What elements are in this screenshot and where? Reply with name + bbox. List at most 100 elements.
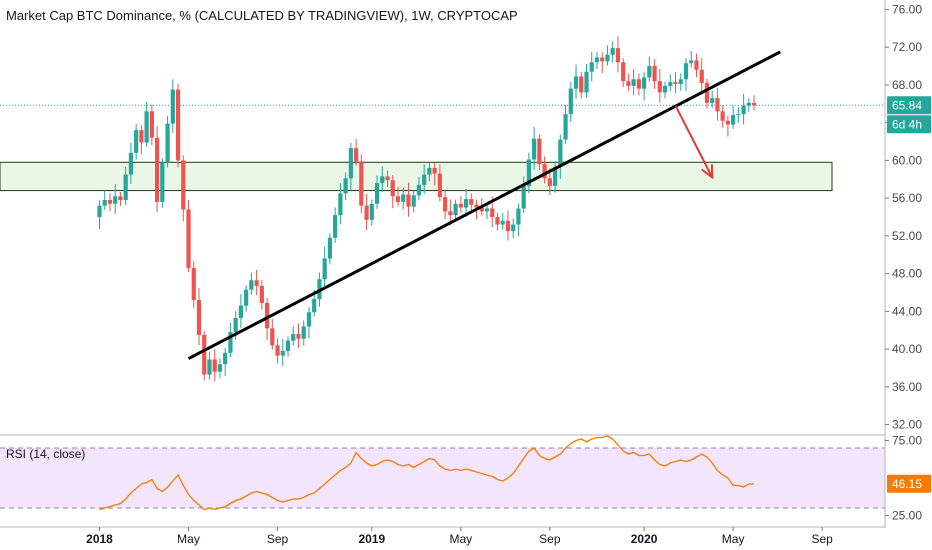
projection-arrow-shaft xyxy=(674,105,714,178)
current-price-badge xyxy=(887,96,931,115)
candle-body xyxy=(202,334,207,375)
candle-body xyxy=(264,302,270,329)
rsi-tick-label: 25.00 xyxy=(892,509,922,523)
candle-body xyxy=(683,63,689,80)
candle-body xyxy=(469,199,474,205)
candle-body xyxy=(296,333,301,339)
projection-arrow-head xyxy=(701,164,714,180)
candle-body xyxy=(411,195,416,207)
candle-body xyxy=(642,77,647,89)
price-tick-label: 36.00 xyxy=(892,380,922,394)
support-zone-box xyxy=(0,161,833,192)
time-tick-label: Sep xyxy=(811,532,833,546)
candle-body xyxy=(301,326,306,339)
candle-body xyxy=(715,98,720,112)
candle-body xyxy=(526,159,532,186)
candle-body xyxy=(474,204,479,208)
candle-body xyxy=(322,258,327,280)
price-tick-label: 76.00 xyxy=(892,2,922,16)
candle-body xyxy=(186,209,191,268)
candle-body xyxy=(552,166,558,186)
candle-body xyxy=(626,81,631,86)
candle-body xyxy=(238,305,243,318)
candle-body xyxy=(495,217,500,225)
candle-body xyxy=(160,162,165,202)
candle-body xyxy=(275,345,280,356)
candle-body xyxy=(621,62,626,82)
candle-body xyxy=(113,196,118,204)
candle-body xyxy=(165,123,170,163)
candle-body xyxy=(422,174,427,185)
candle-body xyxy=(212,359,217,372)
candle-body xyxy=(500,220,505,225)
rsi-line xyxy=(99,435,755,511)
candle-body xyxy=(516,208,521,225)
candle-body xyxy=(259,285,264,303)
price-tick-label: 52.00 xyxy=(892,229,922,243)
candle-body xyxy=(731,115,736,125)
candle-body xyxy=(107,200,113,204)
candles-layer xyxy=(97,36,757,382)
candle-body xyxy=(605,54,610,62)
candle-body xyxy=(600,57,605,62)
candle-body xyxy=(563,114,568,140)
countdown-badge xyxy=(887,115,931,134)
candle-body xyxy=(453,203,458,216)
chart-title: Market Cap BTC Dominance, % (CALCULATED … xyxy=(6,8,518,23)
candle-body xyxy=(736,114,741,116)
candle-body xyxy=(521,185,526,209)
candle-body xyxy=(175,89,181,161)
candle-body xyxy=(359,161,364,206)
candle-body xyxy=(532,138,537,160)
candle-body xyxy=(448,211,453,216)
candle-body xyxy=(479,207,484,212)
candle-body xyxy=(558,139,563,167)
candle-body xyxy=(170,89,175,124)
candle-body xyxy=(458,203,463,208)
candle-body xyxy=(244,289,249,306)
price-tick-label: 32.00 xyxy=(892,418,922,432)
candle-body xyxy=(118,196,123,201)
candle-body xyxy=(673,82,678,84)
candle-body xyxy=(584,71,589,93)
candle-body xyxy=(416,184,422,196)
candle-body xyxy=(751,102,757,106)
candle-body xyxy=(348,148,353,179)
price-tick-label: 72.00 xyxy=(892,40,922,54)
candle-body xyxy=(647,66,652,78)
candle-body xyxy=(443,197,448,212)
candle-body xyxy=(149,111,154,138)
candle-body xyxy=(374,183,380,204)
candle-body xyxy=(181,160,186,210)
candle-body xyxy=(223,352,228,365)
rsi-line-layer xyxy=(99,435,755,511)
rsi-value-label: 46.15 xyxy=(892,477,922,491)
price-axis: 76.0072.0068.0064.0060.0056.0052.0048.00… xyxy=(884,0,931,528)
time-tick-label: 2018 xyxy=(86,532,113,546)
candle-body xyxy=(353,148,359,162)
candle-body xyxy=(390,180,395,197)
time-tick-label: Sep xyxy=(539,532,561,546)
candle-body xyxy=(191,267,196,301)
time-tick-label: 2020 xyxy=(631,532,658,546)
price-tick-label: 68.00 xyxy=(892,78,922,92)
candle-body xyxy=(505,220,511,232)
candle-body xyxy=(490,208,495,217)
rsi-band xyxy=(0,448,885,508)
candle-body xyxy=(537,138,542,165)
candle-body xyxy=(610,48,615,55)
price-tick-label: 56.00 xyxy=(892,191,922,205)
candle-body xyxy=(270,328,275,346)
candle-body xyxy=(254,280,259,286)
price-tick-label: 60.00 xyxy=(892,153,922,167)
time-tick-label: Sep xyxy=(267,532,289,546)
candle-body xyxy=(568,88,573,115)
candle-body xyxy=(662,85,668,93)
candle-body xyxy=(636,79,641,89)
candle-body xyxy=(406,194,411,207)
candle-body xyxy=(144,111,149,143)
candle-body xyxy=(678,79,683,84)
candle-body xyxy=(710,98,715,103)
candle-body xyxy=(128,152,134,175)
